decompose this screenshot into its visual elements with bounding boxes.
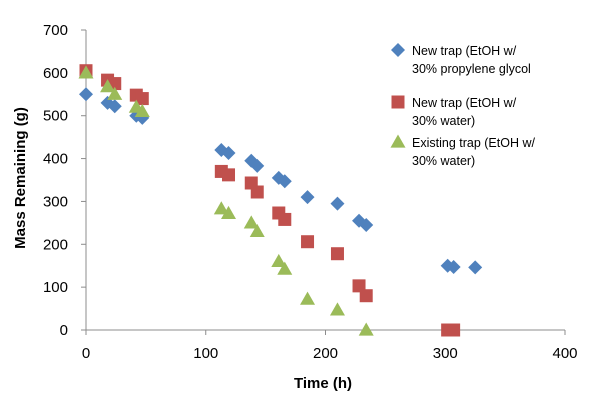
triangle-data-point — [100, 79, 116, 93]
y-tick-label: 200 — [43, 236, 68, 253]
triangle-data-point — [107, 86, 123, 100]
y-tick-label: 300 — [43, 193, 68, 210]
triangle-data-point — [213, 201, 229, 215]
legend-entry-text: New trap (EtOH w/ — [412, 96, 517, 110]
square-data-point — [447, 323, 461, 337]
diamond-data-point — [446, 260, 461, 274]
y-tick-labels: 0 100 200 300 400 500 600 700 — [43, 22, 68, 339]
legend-entry-text: New trap (EtOH w/ — [412, 44, 517, 58]
square-data-point — [278, 212, 292, 226]
x-tick-label: 300 — [433, 345, 458, 362]
x-axis-title: Time (h) — [294, 375, 352, 392]
square-data-point — [222, 168, 236, 182]
legend-entry-text: 30% propylene glycol — [412, 62, 531, 76]
y-tick-label: 700 — [43, 22, 68, 39]
diamond-data-point — [107, 99, 122, 114]
square-data-point — [330, 247, 344, 261]
triangle-data-point — [134, 103, 150, 118]
square-data-point — [135, 92, 149, 106]
legend: New trap (EtOH w/30% propylene glycol New… — [390, 43, 535, 168]
triangle-data-point — [358, 322, 374, 336]
diamond-data-point — [300, 190, 315, 205]
x-tick-label: 200 — [313, 345, 338, 362]
legend-entry-text: Existing trap (EtOH w/ — [412, 136, 535, 150]
diamond-data-point — [359, 218, 374, 232]
x-tick-labels: 0 100 200 300 400 — [82, 345, 578, 362]
legend-diamond-marker — [391, 43, 405, 57]
triangle-data-point — [243, 215, 259, 229]
diamond-data-point — [468, 260, 483, 275]
diamond-data-point — [250, 158, 265, 173]
square-data-point — [250, 185, 264, 199]
square-data-point — [301, 235, 315, 249]
square-data-point — [352, 279, 366, 293]
diamond-data-point — [277, 174, 292, 189]
x-tick-label: 400 — [552, 345, 577, 362]
y-axis-title: Mass Remaining (g) — [12, 107, 29, 249]
triangle-data-point — [78, 65, 94, 79]
legend-triangle-marker — [390, 134, 406, 148]
diamond-data-point — [330, 196, 345, 211]
x-tick-label: 0 — [82, 345, 90, 362]
triangle-data-point — [300, 291, 316, 305]
triangle-data-point — [277, 261, 293, 275]
y-tick-label: 600 — [43, 65, 68, 82]
legend-entry-text: 30% water) — [412, 154, 475, 168]
legend-square-marker — [391, 95, 405, 109]
triangle-data-point — [221, 205, 237, 220]
triangle-data-point — [271, 253, 287, 268]
diamond-data-point — [79, 87, 93, 102]
x-tick-label: 100 — [193, 345, 218, 362]
y-tick-label: 400 — [43, 151, 68, 168]
diamond-data-point — [221, 146, 236, 160]
triangle-data-point — [329, 302, 345, 316]
data-points — [78, 64, 483, 337]
y-tick-label: 0 — [60, 322, 68, 339]
y-tick-label: 500 — [43, 108, 68, 125]
y-tick-label: 100 — [43, 279, 68, 296]
triangle-data-point — [249, 223, 265, 238]
square-data-point — [359, 289, 373, 303]
legend-entry-text: 30% water) — [412, 114, 475, 128]
